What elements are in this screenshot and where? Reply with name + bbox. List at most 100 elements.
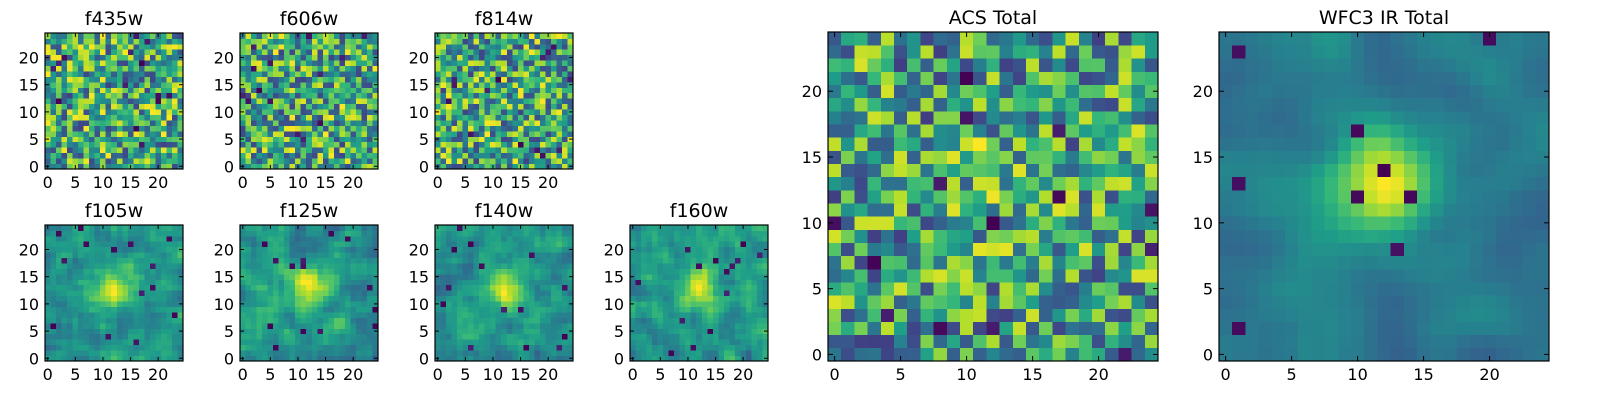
- heatmap-cell: [144, 81, 151, 88]
- heatmap-cell: [50, 120, 57, 126]
- heatmap-cell: [339, 81, 346, 88]
- heatmap-cell: [171, 252, 178, 259]
- heatmap-cell: [756, 317, 763, 324]
- heatmap-cell: [328, 109, 335, 115]
- heatmap-cell: [462, 136, 469, 143]
- heatmap-cell: [652, 230, 658, 237]
- heatmap-cell: [751, 235, 758, 242]
- heatmap-cell: [484, 158, 491, 164]
- heatmap-cell: [479, 268, 486, 275]
- heatmap-cell: [94, 92, 101, 99]
- heatmap-cell: [311, 317, 318, 324]
- heatmap-cell: [663, 306, 670, 313]
- heatmap-cell: [166, 81, 173, 88]
- heatmap-cell: [479, 344, 486, 351]
- heatmap-cell: [133, 158, 140, 164]
- heatmap-cell: [495, 322, 502, 329]
- heatmap-cell: [366, 49, 373, 56]
- x-tick-label: 10: [678, 365, 698, 384]
- heatmap-cell: [729, 306, 736, 313]
- heatmap-cell: [729, 273, 736, 280]
- heatmap-cell: [657, 344, 664, 351]
- heatmap-cell: [284, 317, 291, 324]
- heatmap-cell: [155, 257, 162, 264]
- heatmap-cell: [78, 241, 85, 248]
- heatmap-cell: [635, 225, 642, 231]
- heatmap-cell: [144, 328, 151, 335]
- heatmap-cell: [457, 263, 463, 269]
- heatmap-cell: [685, 273, 692, 280]
- heatmap-cell: [462, 130, 469, 137]
- heatmap-cell: [306, 49, 313, 56]
- heatmap-cell: [646, 235, 653, 242]
- heatmap-cell: [723, 306, 730, 313]
- heatmap-cell: [339, 252, 346, 259]
- heatmap-cell: [506, 136, 513, 143]
- heatmap-cell: [56, 301, 62, 307]
- heatmap-cell: [295, 257, 302, 264]
- heatmap-cell: [100, 333, 107, 340]
- heatmap-cell: [256, 246, 263, 253]
- heatmap-cell: [372, 230, 379, 237]
- heatmap-cell: [344, 252, 351, 259]
- heatmap-cell: [251, 333, 257, 340]
- heatmap-cell: [111, 284, 118, 291]
- heatmap-cell: [567, 114, 574, 121]
- heatmap-cell: [149, 284, 156, 291]
- y-tick-label: 15: [214, 76, 234, 95]
- heatmap-cell: [729, 257, 736, 264]
- heatmap-cell: [523, 60, 530, 67]
- heatmap-cell: [339, 350, 346, 356]
- heatmap-cell: [361, 290, 368, 297]
- heatmap-cell: [317, 235, 324, 242]
- heatmap-cell: [317, 158, 324, 164]
- heatmap-cell: [517, 350, 524, 356]
- heatmap-cell: [718, 301, 725, 307]
- heatmap-cell: [696, 328, 703, 335]
- heatmap-cell: [635, 235, 642, 242]
- heatmap-cell: [56, 350, 62, 356]
- heatmap-cell: [440, 87, 447, 94]
- heatmap-cell: [240, 114, 246, 121]
- heatmap-cell: [166, 43, 173, 50]
- heatmap-cell: [451, 38, 458, 45]
- heatmap-cell: [528, 141, 535, 148]
- heatmap-cell: [517, 152, 524, 159]
- heatmap-cell: [149, 60, 156, 67]
- heatmap-cell: [561, 241, 568, 248]
- heatmap-cell: [635, 306, 642, 313]
- heatmap-cell: [657, 339, 664, 346]
- heatmap-cell: [127, 235, 134, 242]
- heatmap-cell: [484, 114, 491, 121]
- heatmap-cell: [495, 54, 502, 61]
- heatmap-cell: [333, 328, 340, 335]
- heatmap-cell: [668, 317, 675, 324]
- heatmap-cell: [61, 147, 68, 154]
- heatmap-cell: [457, 141, 463, 148]
- heatmap-cell: [457, 49, 463, 56]
- heatmap-cell: [278, 241, 285, 248]
- heatmap-cell: [528, 279, 535, 286]
- heatmap-cell: [567, 60, 574, 67]
- heatmap-cell: [116, 152, 123, 159]
- heatmap-cell: [501, 147, 508, 154]
- heatmap-cell: [372, 339, 379, 346]
- heatmap-cell: [138, 65, 145, 72]
- heatmap-cell: [311, 241, 318, 248]
- heatmap-cell: [355, 87, 362, 94]
- heatmap-cell: [366, 103, 373, 110]
- heatmap-cell: [920, 189, 934, 204]
- heatmap-cell: [300, 109, 307, 115]
- heatmap-cell: [278, 312, 285, 318]
- heatmap-cell: [512, 241, 519, 248]
- heatmap-cell: [284, 71, 291, 77]
- heatmap-cell: [545, 306, 552, 313]
- heatmap-cell: [251, 301, 257, 307]
- heatmap-cells: [240, 225, 379, 362]
- heatmap-cell: [295, 76, 302, 83]
- heatmap-cell: [479, 147, 486, 154]
- heatmap-cell: [177, 333, 184, 340]
- heatmap-cell: [646, 333, 653, 340]
- heatmap-cell: [446, 158, 452, 164]
